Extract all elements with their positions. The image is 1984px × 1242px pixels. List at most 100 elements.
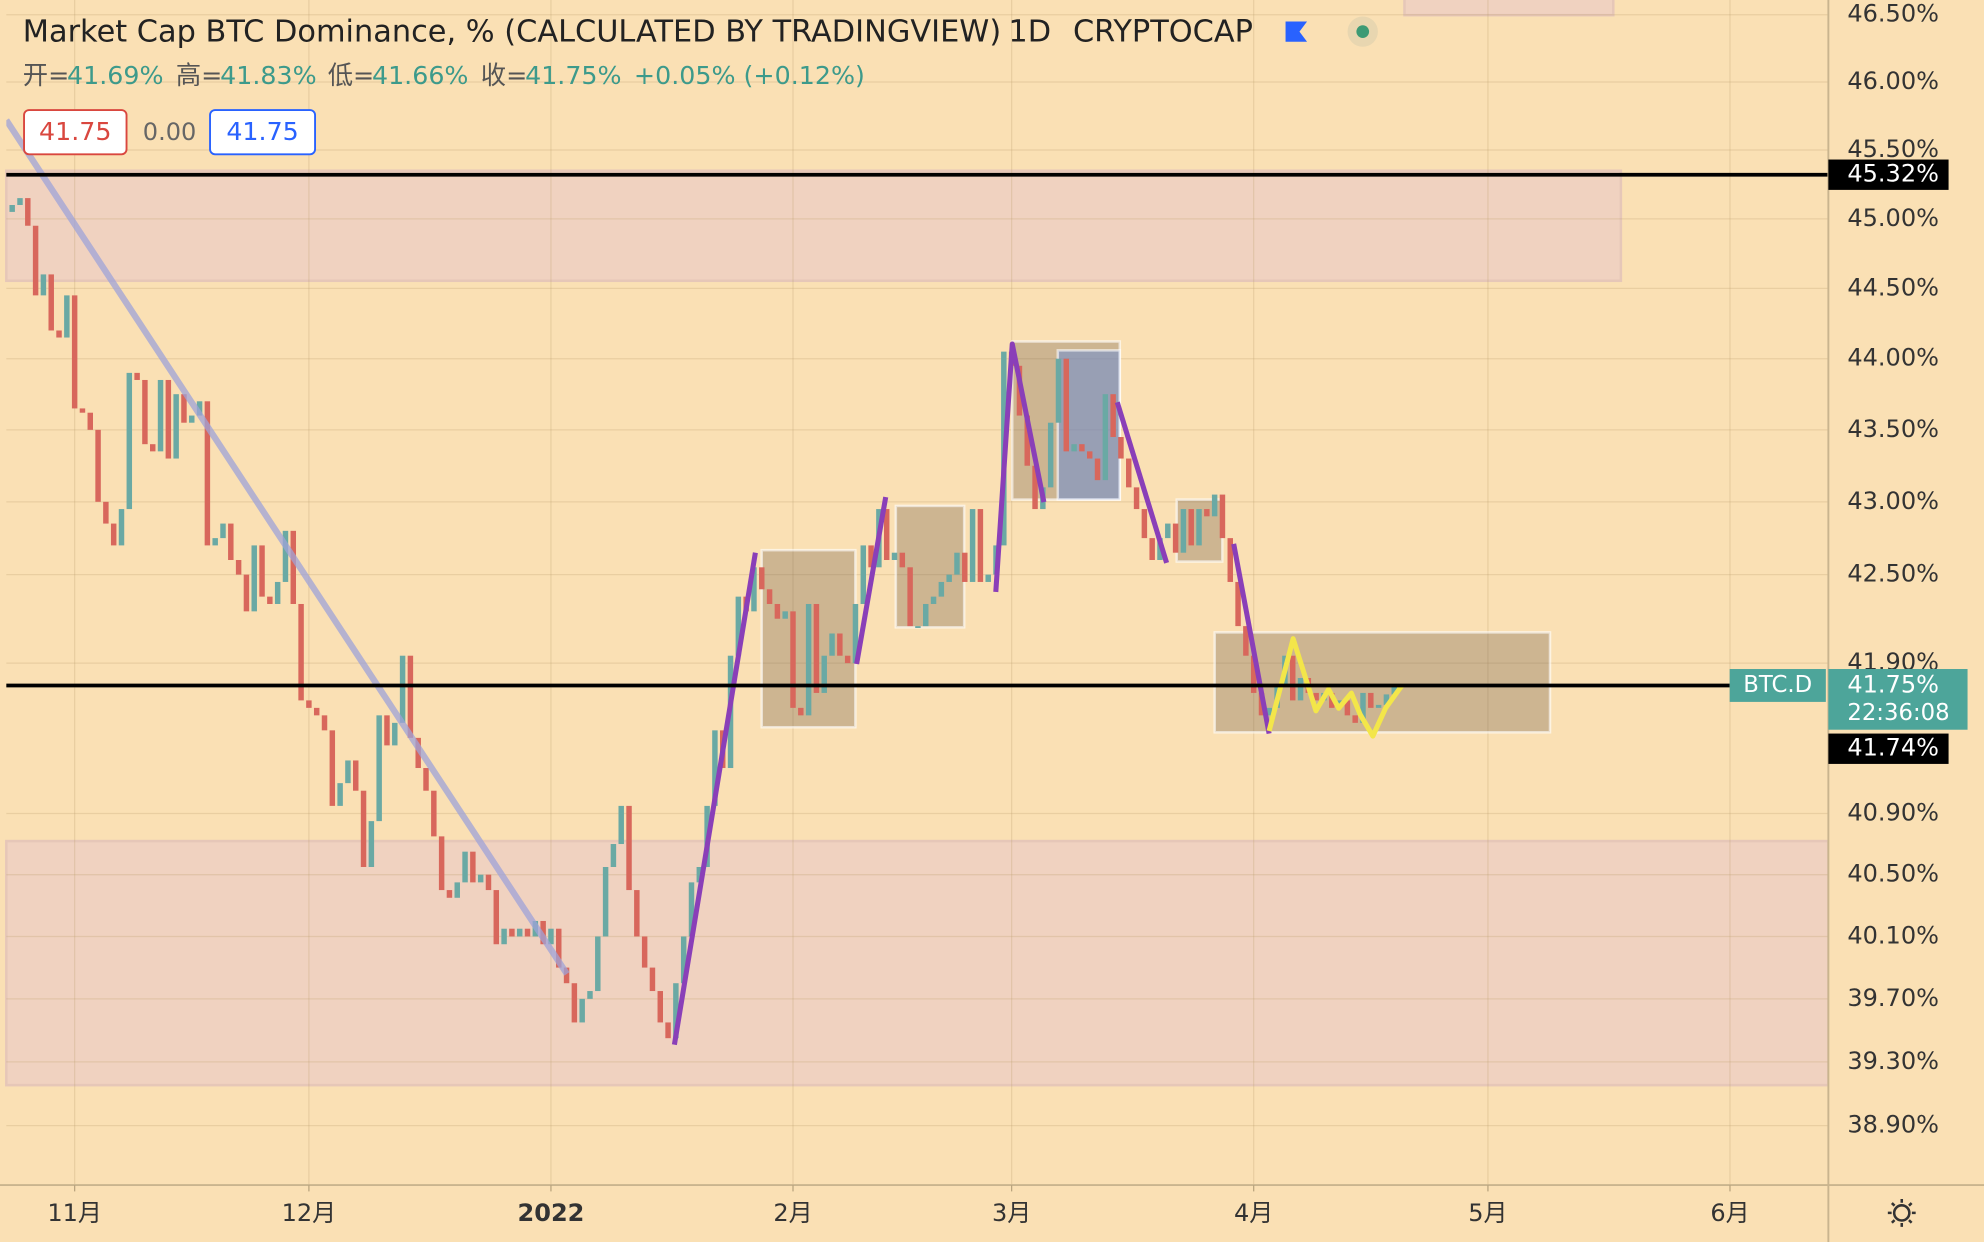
crosshair-tag [1828, 733, 1949, 764]
legend-key: 收= [481, 61, 528, 90]
legend-key: 低= [328, 61, 375, 90]
candle-body [345, 760, 351, 784]
last-price-label: 41.75% [1847, 670, 1939, 698]
candle-body [735, 596, 742, 656]
sell-box[interactable] [23, 109, 128, 156]
resistance-zone [5, 169, 1623, 283]
candle-body [189, 415, 195, 423]
candle-body [1344, 700, 1351, 716]
price-axis-panel [1828, 0, 1984, 1242]
chart-title: Market Cap BTC Dominance, % (CALCULATED … [23, 14, 1001, 49]
y-tick-label: 44.00% [1847, 344, 1939, 372]
candle-body [899, 552, 906, 568]
candle-body [852, 603, 859, 664]
candle-body [95, 429, 101, 502]
candle-body [641, 936, 648, 968]
candle-body [688, 882, 695, 937]
candle-body [813, 603, 820, 693]
candle-body [485, 874, 492, 891]
candle-body [243, 574, 250, 612]
status-dot [1356, 25, 1370, 38]
candle-body [829, 633, 835, 656]
candle-body [118, 509, 125, 546]
y-tick-label: 39.70% [1847, 984, 1939, 1012]
candle-body [837, 633, 843, 656]
buy-price: 41.75 [226, 117, 298, 146]
interval[interactable]: 1D [1008, 14, 1051, 49]
candle-body [1188, 509, 1194, 546]
y-tick-label: 39.30% [1847, 1047, 1939, 1075]
x-tick-label: 6月 [1710, 1199, 1749, 1227]
candle-body [477, 874, 484, 883]
y-tick-label: 40.10% [1847, 921, 1939, 949]
candle-body [274, 581, 281, 604]
candle-body [985, 574, 991, 582]
candle-body [87, 412, 93, 430]
candle-body [844, 655, 851, 664]
candle-body [173, 394, 179, 459]
candle-body [798, 707, 804, 716]
y-tick-label: 43.00% [1847, 487, 1939, 515]
candle-body [1383, 694, 1390, 705]
candle-body [1313, 692, 1319, 701]
candle-body [1219, 494, 1226, 539]
candle-body [228, 523, 234, 560]
candle-body [313, 707, 320, 716]
candle-body [1032, 465, 1038, 510]
candle-body [938, 581, 945, 597]
y-tick-label: 45.00% [1847, 204, 1939, 232]
candle-body [712, 730, 718, 806]
buy-box[interactable] [209, 109, 317, 156]
candle-body [680, 936, 687, 984]
price-tags: 41.74% 45.32% BTC.D 41.75%22:36:08 [1729, 159, 1968, 764]
drawings [6, 118, 1405, 1046]
candle-body [126, 372, 133, 510]
candle-body [1063, 358, 1070, 452]
candle-body [462, 851, 468, 883]
candle-body [766, 589, 773, 604]
candle-body [267, 596, 273, 604]
candle-body [1297, 678, 1304, 701]
candle-body [946, 574, 952, 582]
candle-body [1211, 494, 1218, 517]
flag-icon[interactable] [1285, 21, 1308, 42]
legend-value: 41.69% [67, 61, 163, 90]
candle-body [1086, 451, 1093, 459]
candle-body [399, 655, 406, 723]
candle-body [774, 603, 781, 619]
candle-body [368, 821, 375, 868]
candle-body [954, 552, 960, 575]
candle-body [9, 205, 15, 212]
candle-body [79, 408, 86, 413]
wave-line [671, 552, 758, 1046]
candle-body [1118, 437, 1124, 459]
candle-body [595, 936, 601, 992]
candle-body [454, 882, 460, 898]
candle-body [64, 295, 70, 338]
candle-body [587, 991, 593, 999]
range-box [894, 504, 966, 629]
candle-body [1094, 458, 1101, 481]
candle-body [423, 768, 429, 791]
candle-body [860, 545, 867, 604]
settings-icon[interactable] [1887, 1198, 1916, 1227]
spread: 0.00 [143, 118, 196, 146]
candle-body [1149, 538, 1155, 560]
candle-body [1235, 581, 1241, 627]
candle-body [915, 626, 921, 629]
candle-body [923, 603, 929, 627]
y-tick-label: 43.50% [1847, 415, 1939, 443]
candle-body [306, 700, 312, 708]
candle-body [282, 530, 289, 582]
candle-body [891, 552, 898, 560]
last-price-tag [1828, 669, 1968, 730]
x-tick-label: 12月 [282, 1199, 337, 1227]
candle-body [360, 790, 367, 868]
level-label: 45.32% [1847, 160, 1939, 188]
y-tick-label: 38.90% [1847, 1111, 1939, 1139]
candle-body [220, 523, 226, 539]
candle-body [516, 928, 523, 937]
candle-body [579, 998, 585, 1023]
